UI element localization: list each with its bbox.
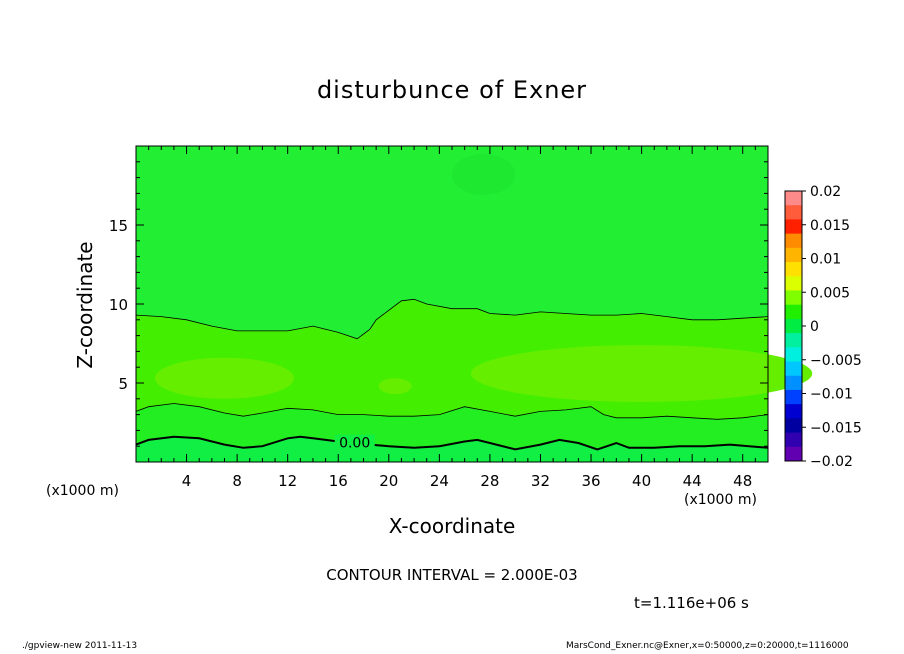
colorbar-swatch (785, 233, 802, 249)
x-tick-label: 20 (379, 472, 398, 490)
colorbar-label: −0.005 (810, 353, 862, 369)
x-unit-left: (x1000 m) (46, 483, 119, 499)
time-label: t=1.116e+06 s (634, 594, 749, 612)
colorbar-swatch (785, 361, 802, 377)
x-tick-label: 40 (632, 472, 651, 490)
colorbar-label: 0 (810, 319, 819, 335)
colorbar-swatch (785, 347, 802, 363)
colorbar-label: 0.015 (810, 218, 850, 234)
fill-mid-blob-left (154, 357, 294, 399)
x-tick-label: 48 (733, 472, 752, 490)
y-axis-label: Z-coordinate (73, 241, 97, 368)
colorbar-swatch (785, 219, 802, 235)
fill-mid-blob-small (378, 378, 412, 395)
fill-bottom-band (136, 436, 768, 462)
x-axis-label-text: X-coordinate (388, 514, 516, 538)
fill-top-spot (452, 153, 516, 195)
colorbar-swatch (785, 262, 802, 277)
contour-label: 0.00 (339, 436, 370, 452)
contour-lines (135, 298, 769, 451)
x-tick-label: 24 (430, 472, 449, 490)
x-tick-label: 32 (531, 472, 550, 490)
colorbar-label: 0.01 (810, 252, 841, 268)
contour-line-upper (135, 298, 769, 340)
colorbar-swatch (785, 446, 802, 462)
contour-line-zero (135, 435, 769, 451)
x-unit-right: (x1000 m) (684, 492, 757, 508)
colorbar-swatch (785, 191, 802, 206)
contour-interval: CONTOUR INTERVAL = 2.000E-03 (326, 566, 578, 584)
x-axis-label: X-coordinate (0, 514, 904, 538)
plot-fill-regions (136, 146, 813, 462)
fill-lower-band (136, 403, 768, 450)
colorbar-label: −0.02 (810, 454, 853, 470)
x-tick-label: 8 (232, 472, 242, 490)
colorbar-label: 0.02 (810, 184, 841, 200)
colorbar-swatch (785, 290, 802, 306)
y-tick-label: 5 (118, 375, 128, 393)
x-tick-label: 4 (182, 472, 192, 490)
colorbar-label: 0.005 (810, 285, 850, 301)
x-tick-label: 44 (683, 472, 702, 490)
footer-left: ./gpview-new 2011-11-13 (22, 641, 138, 651)
colorbar: 0.02 0.015 0.01 0.005 0 −0.005 −0.01 −0.015 −0.0… (784, 184, 862, 470)
x-tick-label: 12 (278, 472, 297, 490)
colorbar-swatch (785, 404, 802, 419)
colorbar-label: −0.015 (810, 420, 862, 436)
y-tick-label: 10 (109, 296, 128, 314)
colorbar-swatch (785, 418, 802, 434)
colorbar-swatch (785, 205, 802, 220)
colorbar-swatch (785, 247, 802, 263)
colorbar-swatch (785, 333, 802, 348)
chart-title: disturbunce of Exner (316, 76, 588, 104)
x-tick-label: 28 (480, 472, 499, 490)
colorbar-swatch (785, 276, 802, 291)
colorbar-swatch (785, 432, 802, 448)
colorbar-label: −0.01 (810, 387, 853, 403)
x-tick-label: 16 (329, 472, 348, 490)
contour-labels: 0.00 (334, 434, 375, 452)
y-tick-label: 15 (109, 217, 128, 235)
colorbar-swatch (785, 318, 802, 334)
contour-line-middle (135, 403, 769, 420)
fill-mid-blob-right (470, 345, 813, 402)
contour-label-bg (334, 434, 375, 449)
y-axis-ticks: 5 10 15 (109, 145, 768, 463)
colorbar-swatch (785, 389, 802, 405)
x-tick-label: 36 (581, 472, 600, 490)
footer-right: MarsCond_Exner.nc@Exner,x=0:50000,z=0:20… (566, 641, 849, 651)
colorbar-swatch (785, 304, 802, 320)
colorbar-swatch (785, 375, 802, 391)
x-axis-ticks: 4 8 12 16 20 24 28 32 36 40 44 48 (135, 146, 769, 490)
